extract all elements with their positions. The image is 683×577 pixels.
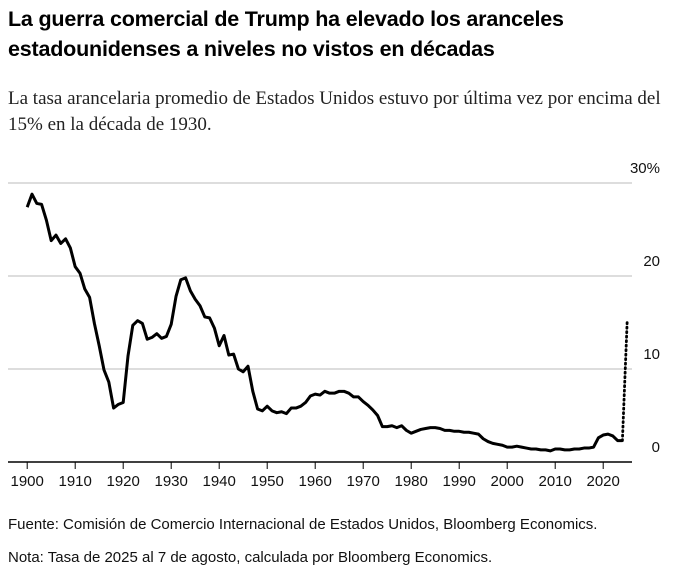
x-tick-label: 1910 bbox=[59, 473, 92, 490]
x-tick-label: 1930 bbox=[155, 473, 188, 490]
x-tick-label: 1950 bbox=[251, 473, 284, 490]
x-tick-label: 1960 bbox=[299, 473, 332, 490]
x-tick-label: 1920 bbox=[107, 473, 140, 490]
footnote: Nota: Tasa de 2025 al 7 de agosto, calcu… bbox=[8, 549, 493, 566]
y-tick-label: 30% bbox=[630, 160, 660, 177]
x-tick-label: 1980 bbox=[395, 473, 428, 490]
y-tick-label: 10 bbox=[643, 346, 660, 363]
x-tick-label: 2000 bbox=[491, 473, 524, 490]
data-line bbox=[621, 319, 629, 443]
x-tick-label: 1970 bbox=[347, 473, 380, 490]
data-line bbox=[25, 192, 623, 453]
x-tick-label: 1940 bbox=[203, 473, 236, 490]
y-tick-label: 0 bbox=[652, 439, 660, 456]
y-tick-label: 20 bbox=[643, 253, 660, 270]
x-tick-label: 1900 bbox=[11, 473, 44, 490]
x-tick-label: 2020 bbox=[587, 473, 620, 490]
chart-subtitle: La tasa arancelaria promedio de Estados … bbox=[8, 88, 661, 135]
x-tick-label: 1990 bbox=[443, 473, 476, 490]
chart-title: La guerra comercial de Trump ha elevado … bbox=[8, 7, 564, 61]
source-note: Fuente: Comisión de Comercio Internacion… bbox=[8, 516, 598, 533]
x-tick-label: 2010 bbox=[539, 473, 572, 490]
